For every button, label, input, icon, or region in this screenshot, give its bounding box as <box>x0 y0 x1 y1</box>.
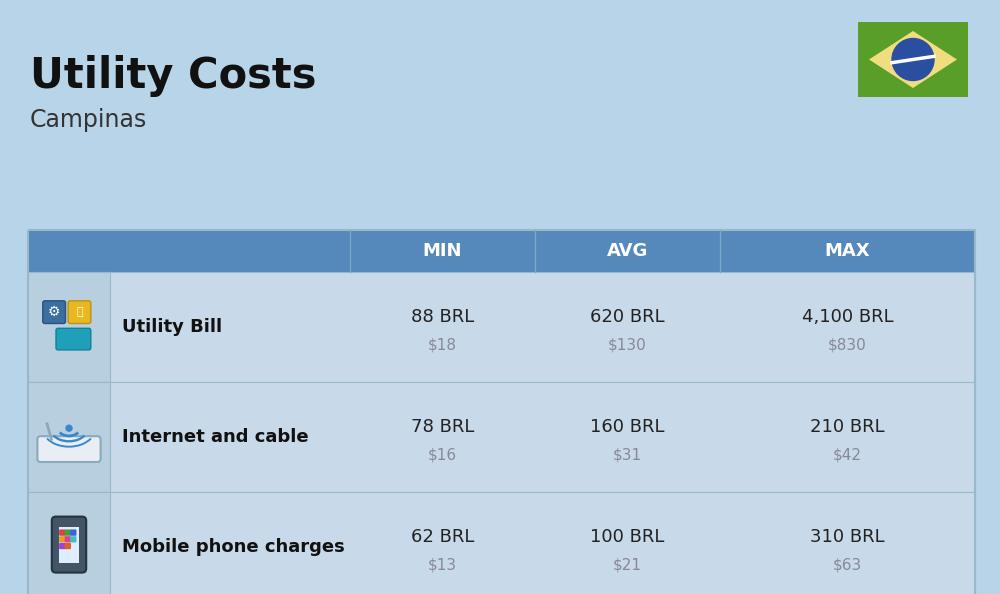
Text: Internet and cable: Internet and cable <box>122 428 309 446</box>
Text: Utility Costs: Utility Costs <box>30 55 316 97</box>
Text: $63: $63 <box>833 558 862 573</box>
FancyBboxPatch shape <box>70 529 76 536</box>
Text: 🔌: 🔌 <box>76 307 83 317</box>
FancyBboxPatch shape <box>28 492 110 594</box>
Text: $42: $42 <box>833 447 862 463</box>
FancyBboxPatch shape <box>28 382 975 492</box>
Text: ⚙: ⚙ <box>48 305 60 319</box>
FancyBboxPatch shape <box>28 230 975 272</box>
FancyBboxPatch shape <box>59 536 65 542</box>
Text: 78 BRL: 78 BRL <box>411 418 474 436</box>
Text: $830: $830 <box>828 337 867 352</box>
Text: 210 BRL: 210 BRL <box>810 418 885 436</box>
FancyBboxPatch shape <box>37 436 101 462</box>
Text: MIN: MIN <box>423 242 462 260</box>
FancyBboxPatch shape <box>28 492 975 594</box>
Text: $13: $13 <box>428 558 457 573</box>
Text: 160 BRL: 160 BRL <box>590 418 665 436</box>
FancyBboxPatch shape <box>858 22 968 97</box>
FancyBboxPatch shape <box>28 272 975 382</box>
Text: 620 BRL: 620 BRL <box>590 308 665 326</box>
FancyBboxPatch shape <box>56 328 91 350</box>
Text: AVG: AVG <box>607 242 648 260</box>
Text: 62 BRL: 62 BRL <box>411 528 474 546</box>
Text: $18: $18 <box>428 337 457 352</box>
FancyBboxPatch shape <box>28 272 110 382</box>
Text: 100 BRL: 100 BRL <box>590 528 665 546</box>
Polygon shape <box>869 31 957 88</box>
Text: $31: $31 <box>613 447 642 463</box>
Text: Utility Bill: Utility Bill <box>122 318 222 336</box>
Text: $130: $130 <box>608 337 647 352</box>
FancyBboxPatch shape <box>70 536 76 542</box>
FancyBboxPatch shape <box>52 517 86 573</box>
FancyBboxPatch shape <box>59 543 65 549</box>
Circle shape <box>892 39 934 81</box>
FancyBboxPatch shape <box>43 301 66 324</box>
FancyBboxPatch shape <box>28 382 110 492</box>
Text: 310 BRL: 310 BRL <box>810 528 885 546</box>
FancyBboxPatch shape <box>59 529 65 536</box>
Text: 88 BRL: 88 BRL <box>411 308 474 326</box>
Text: MAX: MAX <box>825 242 870 260</box>
FancyBboxPatch shape <box>65 543 71 549</box>
Text: 4,100 BRL: 4,100 BRL <box>802 308 893 326</box>
Text: $21: $21 <box>613 558 642 573</box>
FancyBboxPatch shape <box>59 527 79 563</box>
FancyBboxPatch shape <box>65 529 71 536</box>
Text: $16: $16 <box>428 447 457 463</box>
Text: Campinas: Campinas <box>30 108 147 132</box>
FancyBboxPatch shape <box>65 536 71 542</box>
Circle shape <box>66 425 72 431</box>
Text: Mobile phone charges: Mobile phone charges <box>122 538 345 556</box>
FancyBboxPatch shape <box>68 301 91 324</box>
